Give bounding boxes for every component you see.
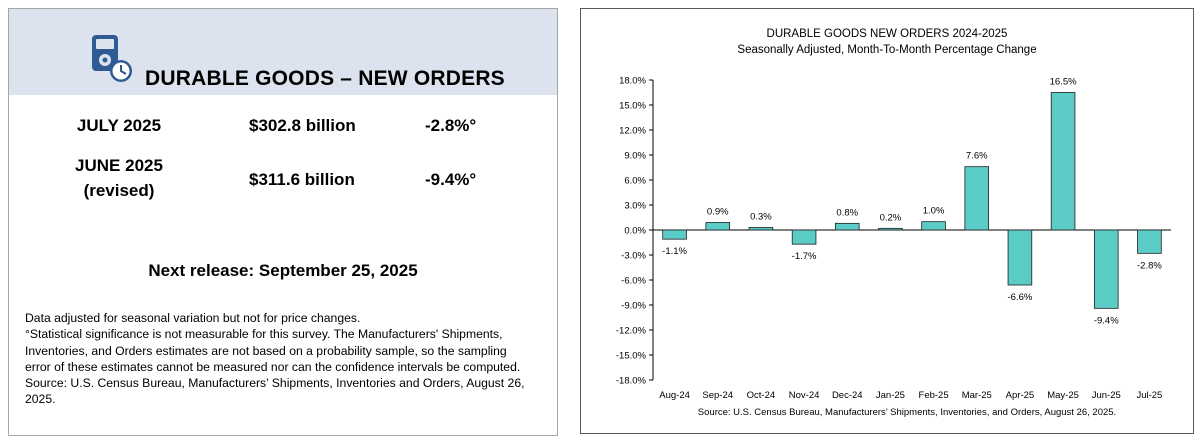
x-tick-label: May-25 [1047, 390, 1079, 401]
data-label: -1.1% [662, 246, 687, 257]
x-tick-label: Nov-24 [789, 390, 820, 401]
footnote-line: °Statistical significance is not measura… [25, 327, 503, 342]
bar-may-25 [1050, 92, 1076, 231]
y-tick-label: 3.0% [624, 201, 646, 212]
row-july-amount: $302.8 billion [249, 116, 356, 135]
bars: -1.1% 0.9% 0.3% -1.7% 0.8% 0.2% 1.0% 7.6% -6.6% 1… [662, 77, 1162, 327]
data-label: 0.9% [707, 207, 729, 218]
x-tick-label: Dec-24 [832, 390, 863, 401]
data-label: -2.8% [1137, 260, 1162, 271]
row-june-note: (revised) [83, 181, 155, 200]
data-label: 16.5% [1050, 77, 1077, 88]
chart-source: Source: U.S. Census Bureau, Manufacturer… [698, 407, 1116, 418]
x-tick-label: Oct-24 [747, 390, 776, 401]
x-tick-label: Jun-25 [1092, 390, 1121, 401]
bar-oct-24 [748, 227, 774, 231]
footnote-line: 2025. [25, 392, 56, 407]
data-label: -9.4% [1094, 315, 1119, 326]
footnotes: Data adjusted for seasonal variation but… [25, 310, 545, 408]
row-july-period: JULY 2025 [76, 116, 162, 135]
bar-dec-24 [834, 222, 860, 231]
chart-subtitle: Seasonally Adjusted, Month-To-Month Perc… [737, 44, 1036, 56]
footnote-line: Source: U.S. Census Bureau, Manufacturer… [25, 376, 525, 391]
footnote-line: Data adjusted for seasonal variation but… [25, 311, 361, 325]
bar-sep-24 [705, 222, 731, 231]
x-tick-label: Jul-25 [1136, 390, 1162, 401]
summary-title: DURABLE GOODS – NEW ORDERS [145, 67, 505, 90]
x-tick-label: Feb-25 [919, 390, 949, 401]
x-tick-label: Sep-24 [702, 390, 733, 401]
x-tick-label: Mar-25 [962, 390, 992, 401]
footnote-line: Inventories, and Orders estimates are no… [25, 343, 507, 358]
data-label: 1.0% [923, 206, 945, 217]
y-tick-label: -15.0% [616, 351, 647, 362]
y-tick-label: 6.0% [624, 176, 646, 187]
data-label: 0.2% [880, 212, 902, 223]
y-tick-label: 18.0% [619, 76, 646, 87]
bar-apr-25 [1007, 229, 1033, 286]
y-tick-label: -12.0% [616, 326, 647, 337]
bar-jan-25 [878, 227, 903, 231]
row-june-period: JUNE 2025 [75, 156, 163, 175]
y-axis: 18.0% 15.0% 12.0% 9.0% 6.0% 3.0% 0.0% -3.0% -6.0… [616, 76, 1171, 387]
bar-mar-25 [964, 166, 990, 231]
bar-jun-25 [1093, 229, 1119, 309]
bar-jul-25 [1137, 229, 1162, 254]
data-label: -1.7% [792, 251, 817, 262]
footnote-line: error of these estimates cannot be measu… [25, 359, 521, 374]
bar-nov-24 [791, 229, 817, 245]
y-tick-label: -9.0% [621, 301, 646, 312]
y-tick-label: -6.0% [621, 276, 646, 287]
y-tick-label: -18.0% [616, 376, 647, 387]
x-axis: Aug-24 Sep-24 Oct-24 Nov-24 Dec-24 Jan-25 Feb-… [659, 390, 1162, 401]
data-label: 7.6% [966, 151, 988, 162]
x-tick-label: Aug-24 [659, 390, 690, 401]
bar-feb-25 [921, 221, 946, 231]
y-tick-label: 0.0% [624, 226, 646, 237]
row-june-change: -9.4%° [425, 170, 477, 189]
summary-panel: DURABLE GOODS – NEW ORDERS JULY 2025 $30… [8, 8, 558, 436]
data-label: 0.3% [750, 212, 772, 223]
chart-panel: DURABLE GOODS NEW ORDERS 2024-2025 Seaso… [580, 8, 1194, 434]
calculator-clock-icon [89, 31, 139, 87]
bar-chart: DURABLE GOODS NEW ORDERS 2024-2025 Seaso… [616, 28, 1171, 418]
y-tick-label: 12.0% [619, 126, 646, 137]
x-tick-label: Jan-25 [876, 390, 905, 401]
y-tick-label: 9.0% [624, 151, 646, 162]
bar-aug-24 [662, 229, 687, 240]
chart-title: DURABLE GOODS NEW ORDERS 2024-2025 [767, 28, 1008, 40]
y-tick-label: -3.0% [621, 251, 646, 262]
x-tick-label: Apr-25 [1006, 390, 1035, 401]
data-label: 0.8% [836, 207, 858, 218]
data-label: -6.6% [1008, 292, 1033, 303]
y-tick-label: 15.0% [619, 101, 646, 112]
row-july-change: -2.8%° [425, 116, 477, 135]
row-june-amount: $311.6 billion [249, 170, 355, 189]
next-release-text: Next release: September 25, 2025 [148, 261, 418, 280]
